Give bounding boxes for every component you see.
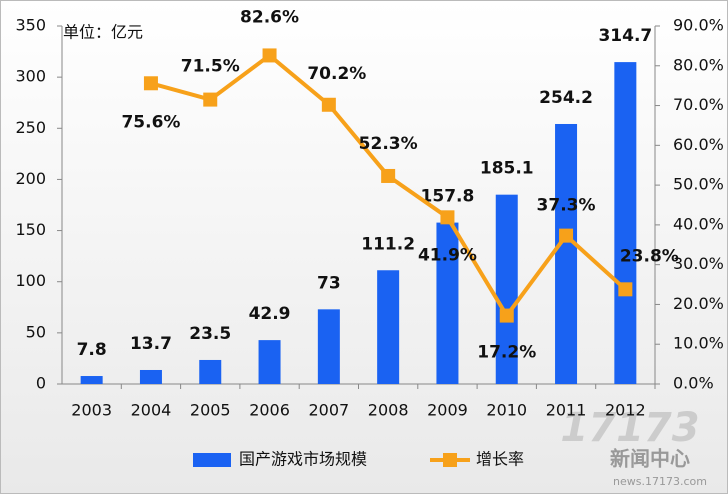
- bar-value-label: 73: [317, 273, 341, 293]
- line-value-label: 52.3%: [359, 134, 418, 154]
- legend-swatch: [443, 453, 457, 467]
- legend-label: 国产游戏市场规模: [239, 450, 367, 469]
- x-tick-label: 2009: [427, 401, 468, 420]
- x-tick-label: 2008: [368, 401, 409, 420]
- line-marker: [559, 228, 574, 243]
- line-value-label: 71.5%: [181, 57, 240, 77]
- y2-tick-label: 20.0%: [673, 294, 724, 313]
- legend-swatch: [193, 453, 231, 467]
- line-value-label: 23.8%: [620, 246, 679, 266]
- x-tick-label: 2011: [546, 401, 587, 420]
- line-marker: [381, 168, 396, 183]
- y-tick-label: 100: [15, 271, 46, 290]
- y2-tick-label: 40.0%: [673, 214, 724, 233]
- bar-value-label: 42.9: [249, 304, 291, 324]
- x-tick-label: 2005: [190, 401, 231, 420]
- bar: [199, 359, 222, 384]
- line-value-label: 70.2%: [307, 64, 366, 84]
- line-marker: [262, 48, 277, 63]
- bar-value-label: 111.2: [361, 234, 415, 254]
- y-tick-label: 200: [15, 169, 46, 188]
- line-value-label: 82.6%: [240, 7, 299, 27]
- bar: [258, 340, 281, 384]
- y2-tick-label: 80.0%: [673, 55, 724, 74]
- watermark-text: 新闻中心: [610, 447, 690, 471]
- bar: [614, 62, 637, 384]
- bar-value-label: 254.2: [539, 88, 593, 108]
- y2-tick-label: 50.0%: [673, 175, 724, 194]
- bar: [80, 376, 103, 384]
- legend-label: 增长率: [476, 450, 524, 469]
- watermark-logo: 17173: [560, 405, 699, 451]
- bar-value-label: 7.8: [77, 340, 107, 360]
- y-tick-label: 0: [36, 374, 46, 393]
- bar: [555, 123, 578, 384]
- unit-annotation: 单位：亿元: [63, 23, 143, 42]
- y2-tick-label: 10.0%: [673, 334, 724, 353]
- x-tick-label: 2003: [71, 401, 112, 420]
- y2-tick-label: 0.0%: [673, 374, 714, 393]
- x-tick-label: 2012: [605, 401, 646, 420]
- y-tick-label: 150: [15, 220, 46, 239]
- x-tick-label: 2010: [486, 401, 527, 420]
- y-tick-label: 300: [15, 67, 46, 86]
- line-marker: [321, 97, 336, 112]
- y2-tick-label: 30.0%: [673, 254, 724, 273]
- line-value-label: 75.6%: [121, 112, 180, 132]
- bar: [436, 222, 459, 384]
- line-value-label: 41.9%: [418, 245, 477, 265]
- bar-value-label: 314.7: [598, 26, 652, 46]
- watermark-url: news.17173.com: [613, 475, 707, 488]
- line-marker: [143, 76, 158, 91]
- y2-tick-label: 60.0%: [673, 135, 724, 154]
- line-marker: [440, 210, 455, 225]
- y-tick-label: 50: [26, 322, 46, 341]
- y-tick-label: 250: [15, 118, 46, 137]
- x-tick-label: 2007: [308, 401, 349, 420]
- line-value-label: 17.2%: [477, 343, 536, 363]
- line-marker: [618, 282, 633, 297]
- line-marker: [499, 308, 514, 323]
- y-tick-label: 350: [15, 16, 46, 35]
- bar: [495, 194, 518, 384]
- line-marker: [203, 92, 218, 107]
- bar-value-label: 23.5: [189, 324, 231, 344]
- x-tick-label: 2004: [131, 401, 172, 420]
- y2-tick-label: 70.0%: [673, 95, 724, 114]
- bar: [377, 270, 400, 384]
- bar-value-label: 13.7: [130, 334, 172, 354]
- x-tick-label: 2006: [249, 401, 290, 420]
- bar-value-label: 157.8: [421, 187, 475, 207]
- y2-tick-label: 90.0%: [673, 16, 724, 35]
- bar: [139, 369, 162, 384]
- line-value-label: 37.3%: [537, 196, 596, 216]
- bar: [317, 309, 340, 384]
- bar-value-label: 185.1: [480, 159, 534, 179]
